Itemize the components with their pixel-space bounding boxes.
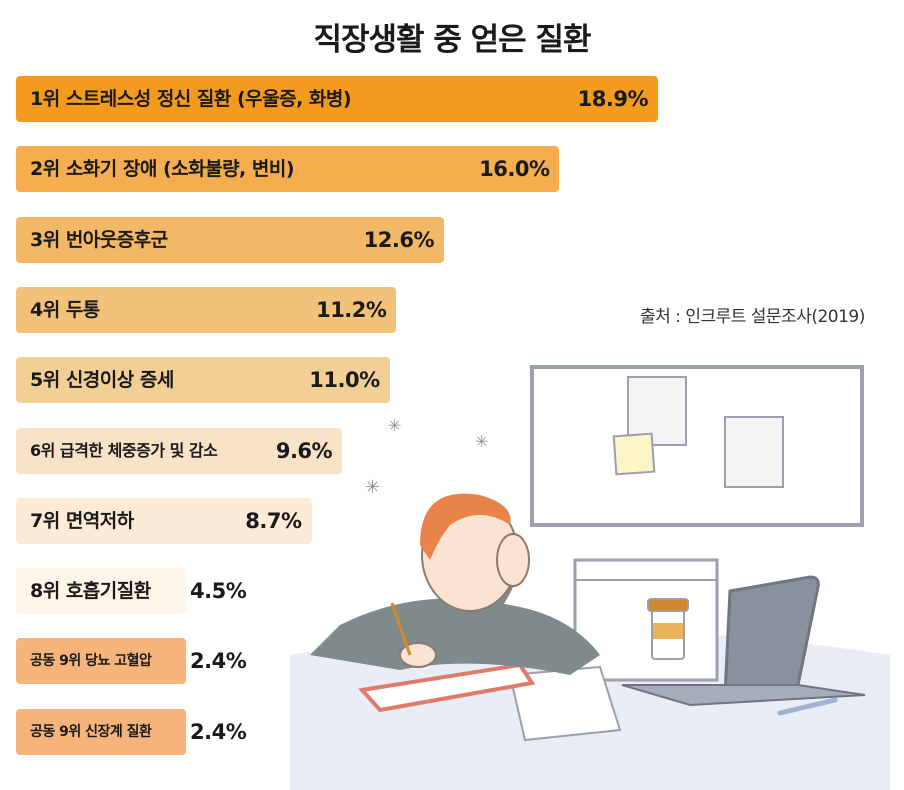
wall-board	[530, 365, 864, 527]
category-label: 공동 9위 신장계 질환	[30, 723, 152, 740]
category-label: 4위 두통	[30, 298, 100, 321]
bar	[16, 708, 186, 755]
category-label: 5위 신경이상 증세	[30, 369, 174, 392]
category-label: 2위 소화기 장애 (소화불량, 변비)	[30, 158, 295, 181]
paper-note	[724, 416, 784, 488]
stress-mark: ✳	[475, 432, 488, 451]
bar	[16, 497, 312, 544]
tired-worker-illustration: ✳ ✳ ✳	[290, 365, 890, 790]
bar	[16, 146, 560, 193]
chart-title: 직장생활 중 얻은 질환	[313, 22, 591, 58]
bar	[16, 76, 658, 122]
stress-mark: ✳	[365, 477, 380, 498]
category-label: 8위 호흡기질환	[30, 580, 151, 603]
value-label: 9.6%	[275, 438, 333, 463]
person-hand	[496, 533, 530, 587]
category-label: 3위 번아웃증후군	[30, 228, 168, 251]
source-note: 출처 : 인크루트 설문조사(2019)	[640, 307, 865, 327]
pen	[777, 697, 838, 716]
person-body	[310, 598, 600, 675]
value-label: 11.2%	[316, 297, 387, 322]
clipboard	[358, 662, 536, 713]
bar	[16, 357, 390, 404]
bar	[16, 638, 186, 685]
person-hair	[420, 493, 511, 560]
value-label: 8.7%	[245, 508, 302, 533]
value-label: 4.5%	[190, 579, 247, 604]
stress-mark: ✳	[388, 416, 401, 435]
laptop	[723, 575, 820, 697]
sticky-note	[612, 432, 656, 476]
category-label: 6위 급격한 체중증가 및 감소	[30, 440, 218, 460]
value-label: 2.4%	[190, 649, 247, 674]
paper-note	[627, 376, 687, 446]
category-label: 7위 면역저하	[30, 509, 134, 532]
value-label: 12.6%	[363, 227, 435, 252]
bar	[16, 216, 444, 263]
category-label: 공동 9위 당뇨 고혈압	[30, 653, 152, 670]
value-label: 18.9%	[577, 87, 649, 111]
value-label: 2.4%	[190, 719, 247, 744]
bar	[16, 286, 397, 333]
category-label: 1위 스트레스성 정신 질환 (우울증, 화병)	[30, 88, 352, 110]
cabinet	[573, 558, 719, 682]
value-label: 11.0%	[309, 368, 380, 393]
bar	[16, 568, 186, 615]
bar	[16, 427, 343, 474]
value-label: 16.0%	[479, 157, 550, 182]
